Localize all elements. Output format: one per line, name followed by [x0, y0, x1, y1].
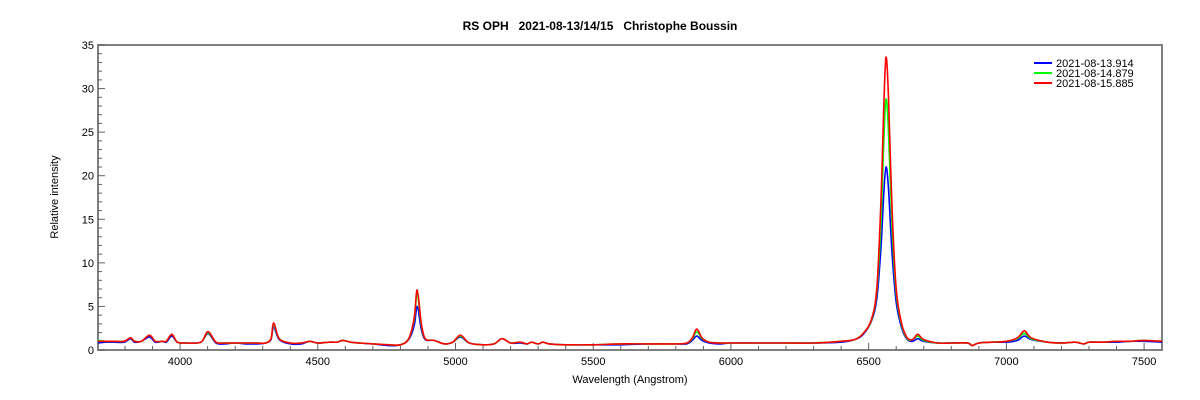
y-axis-title: Relative intensity — [49, 155, 61, 239]
series-line-3 — [98, 56, 1163, 347]
x-axis: 4000 4500 5000 5500 6000 6500 7000 7500 — [124, 343, 1156, 368]
y-tick-label: 5 — [88, 301, 94, 313]
x-tick-label: 5500 — [581, 356, 605, 368]
legend-label: 2021-08-13.914 — [1056, 58, 1134, 70]
y-tick-label: 30 — [82, 84, 94, 96]
x-tick-label: 7500 — [1132, 356, 1156, 368]
y-tick-label: 35 — [82, 40, 94, 52]
y-tick-label: 15 — [82, 214, 94, 226]
x-tick-label: 4000 — [168, 356, 192, 368]
x-tick-label: 5000 — [443, 356, 467, 368]
series-layer — [97, 56, 1163, 347]
y-tick-label: 0 — [88, 345, 94, 357]
x-tick-label: 6500 — [856, 356, 880, 368]
y-tick-label: 10 — [82, 258, 94, 270]
x-tick-label: 7000 — [994, 356, 1018, 368]
x-tick-label: 4500 — [306, 356, 330, 368]
plot-area — [97, 44, 1163, 351]
y-tick-label: 25 — [82, 127, 94, 139]
legend: 2021-08-13.9142021-08-14.8792021-08-15.8… — [1034, 58, 1134, 90]
legend-label: 2021-08-15.885 — [1056, 78, 1134, 90]
y-tick-label: 20 — [82, 171, 94, 183]
chart-title: RS OPH 2021-08-13/14/15 Christophe Bouss… — [462, 19, 738, 33]
x-tick-label: 6000 — [719, 356, 743, 368]
y-axis: 0 5 10 15 20 25 30 35 — [82, 40, 105, 357]
plot-frame — [97, 44, 1163, 351]
x-axis-title: Wavelength (Angstrom) — [572, 374, 687, 386]
legend-label: 2021-08-14.879 — [1056, 68, 1134, 80]
